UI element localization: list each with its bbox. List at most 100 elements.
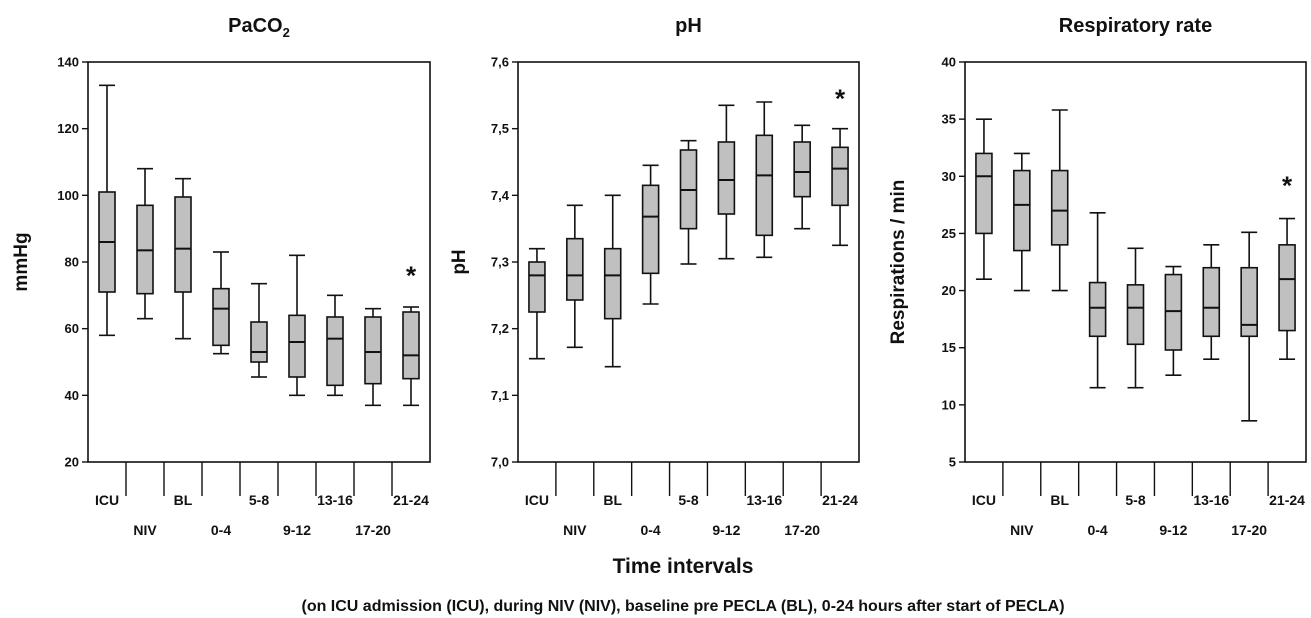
iqr-box xyxy=(755,134,774,237)
y-tick-label: 7,4 xyxy=(491,188,510,203)
box-0-4 xyxy=(1088,212,1107,389)
y-tick-label: 120 xyxy=(57,121,79,136)
iqr-box xyxy=(402,311,420,380)
y-tick-label: 7,1 xyxy=(491,388,509,403)
y-tick-label: 40 xyxy=(942,55,956,70)
y-tick-label: 7,3 xyxy=(491,255,509,270)
x-tick-label: ICU xyxy=(525,492,549,508)
box-BL xyxy=(603,194,622,368)
iqr-box xyxy=(288,314,306,378)
y-tick-label: 7,5 xyxy=(491,121,509,136)
y-tick-label: 7,0 xyxy=(491,455,509,470)
box-9-12 xyxy=(288,254,306,397)
chart-title: PaCO2 xyxy=(228,15,290,40)
y-tick-label: 80 xyxy=(65,255,79,270)
iqr-box xyxy=(1013,169,1031,252)
x-tick-label: 5-8 xyxy=(678,492,698,508)
box-17-20 xyxy=(364,307,382,407)
chart-title-main: pH xyxy=(675,15,702,37)
box-9-12 xyxy=(1164,265,1183,376)
x-tick-label: NIV xyxy=(1010,522,1034,538)
box-21-24 xyxy=(831,127,849,247)
significance-marker: * xyxy=(1282,170,1293,200)
chart-panel-2: pH pH 7,0 7,1 7,2 7,3 7,4 7,5 7,6 ICU NIV BL 0-4 5-8 9… xyxy=(449,15,860,538)
x-tick-label: 21-24 xyxy=(822,492,858,508)
box-0-4 xyxy=(212,251,230,355)
iqr-box xyxy=(326,316,344,387)
x-tick-label: 9-12 xyxy=(283,522,311,538)
box-BL xyxy=(174,177,192,340)
iqr-box xyxy=(1164,273,1183,351)
iqr-box xyxy=(1126,284,1145,346)
x-tick-label: 0-4 xyxy=(1087,522,1107,538)
x-tick-label: ICU xyxy=(972,492,996,508)
iqr-box xyxy=(1202,266,1221,338)
box-13-16 xyxy=(326,294,344,397)
y-tick-label: 140 xyxy=(57,55,79,70)
y-tick-label: 7,2 xyxy=(491,321,509,336)
iqr-box xyxy=(212,287,230,347)
y-tick-label: 40 xyxy=(65,388,79,403)
y-axis-label: Respirations / min xyxy=(888,180,909,345)
y-tick-label: 10 xyxy=(942,397,956,412)
x-tick-label: 21-24 xyxy=(393,492,429,508)
iqr-box xyxy=(174,196,192,293)
box-ICU xyxy=(98,84,116,337)
box-ICU xyxy=(528,247,546,360)
box-NIV xyxy=(1013,152,1031,292)
box-13-16 xyxy=(755,101,774,259)
box-13-16 xyxy=(1202,244,1221,360)
box-NIV xyxy=(566,204,584,349)
iqr-box xyxy=(831,146,849,207)
box-9-12 xyxy=(717,104,736,260)
x-tick-label: BL xyxy=(1050,492,1069,508)
box-NIV xyxy=(136,167,154,320)
iqr-box xyxy=(603,247,622,320)
x-tick-label: 17-20 xyxy=(784,522,820,538)
significance-marker: * xyxy=(406,260,417,290)
y-tick-label: 30 xyxy=(942,169,956,184)
iqr-box xyxy=(717,141,736,215)
x-tick-label: 13-16 xyxy=(746,492,782,508)
chart-title-subscript: 2 xyxy=(283,25,290,40)
plot-frame xyxy=(964,61,1307,463)
significance-marker: * xyxy=(835,84,846,114)
common-x-axis-label: Time intervals xyxy=(613,555,754,578)
y-tick-label: 5 xyxy=(949,455,956,470)
box-17-20 xyxy=(793,124,811,230)
x-tick-label: 9-12 xyxy=(1159,522,1187,538)
box-21-24 xyxy=(402,306,420,407)
iqr-box xyxy=(1050,169,1069,246)
x-tick-label: 13-16 xyxy=(1193,492,1229,508)
iqr-box xyxy=(1088,281,1107,338)
x-tick-label: 13-16 xyxy=(317,492,353,508)
box-0-4 xyxy=(641,164,660,305)
chart-title-main: PaCO xyxy=(228,15,282,37)
y-axis-label: mmHg xyxy=(11,232,32,291)
y-tick-label: 20 xyxy=(65,455,79,470)
y-tick-label: 100 xyxy=(57,188,79,203)
x-tick-label: 0-4 xyxy=(640,522,660,538)
box-BL xyxy=(1050,109,1069,292)
box-5-8 xyxy=(1126,247,1145,389)
x-tick-label: BL xyxy=(603,492,622,508)
x-tick-label: NIV xyxy=(563,522,587,538)
box-5-8 xyxy=(250,282,268,378)
box-5-8 xyxy=(679,139,698,265)
figure-caption: (on ICU admission (ICU), during NIV (NIV… xyxy=(301,598,1064,615)
chart-title-main: Respiratory rate xyxy=(1059,15,1212,37)
x-tick-label: 5-8 xyxy=(249,492,269,508)
y-tick-label: 7,6 xyxy=(491,55,509,70)
iqr-box xyxy=(793,141,811,198)
x-tick-label: BL xyxy=(174,492,193,508)
iqr-box xyxy=(1278,244,1296,332)
x-tick-label: 17-20 xyxy=(355,522,391,538)
x-tick-label: 0-4 xyxy=(211,522,231,538)
iqr-box xyxy=(250,321,268,363)
chart-panel-1: PaCO2 mmHg 20 40 60 80 100 120 140 ICU NIV BL 0-4 5-8… xyxy=(11,15,431,538)
iqr-box xyxy=(528,261,546,313)
box-ICU xyxy=(975,118,993,280)
y-tick-label: 20 xyxy=(942,283,956,298)
x-tick-label: 5-8 xyxy=(1125,492,1145,508)
